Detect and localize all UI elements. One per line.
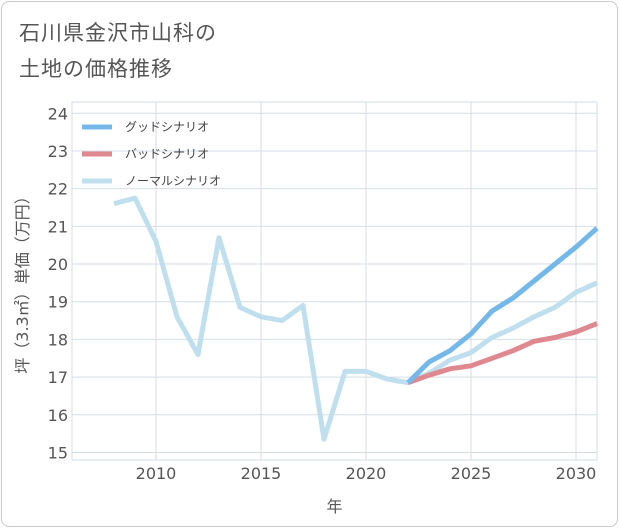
grid-lines xyxy=(71,101,598,461)
y-tick-label: 17 xyxy=(48,368,68,387)
y-tick-labels: 15 16 17 18 19 20 21 22 23 24 xyxy=(48,104,68,462)
legend-label: バッドシナリオ xyxy=(125,147,209,161)
legend-label: グッドシナリオ xyxy=(125,120,209,134)
series-line-0 xyxy=(406,226,599,385)
x-tick-label: 2010 xyxy=(136,464,177,483)
y-tick-label: 22 xyxy=(48,180,68,199)
x-tick-label: 2025 xyxy=(451,464,492,483)
chart-title: 石川県金沢市山科の 土地の価格推移 xyxy=(19,21,217,81)
y-tick-label: 23 xyxy=(48,142,68,161)
series-line-2 xyxy=(113,195,599,442)
y-axis-label: 坪（3.3㎡）単価（万円） xyxy=(13,188,32,373)
legend-label: ノーマルシナリオ xyxy=(125,174,221,188)
y-tick-label: 21 xyxy=(48,217,68,236)
x-tick-labels: 2010 2015 2020 2025 2030 xyxy=(136,464,597,483)
plot-area xyxy=(71,101,598,461)
y-tick-label: 16 xyxy=(48,406,68,425)
y-tick-label: 18 xyxy=(48,330,68,349)
x-tick-label: 2030 xyxy=(556,464,597,483)
y-tick-label: 15 xyxy=(48,443,68,462)
y-tick-label: 24 xyxy=(48,104,68,123)
x-axis-label: 年 xyxy=(326,497,342,516)
x-tick-label: 2015 xyxy=(241,464,282,483)
y-tick-label: 20 xyxy=(48,255,68,274)
series-line-1 xyxy=(407,321,598,386)
y-tick-label: 19 xyxy=(48,293,68,312)
x-tick-label: 2020 xyxy=(346,464,387,483)
series-lines xyxy=(113,195,599,442)
